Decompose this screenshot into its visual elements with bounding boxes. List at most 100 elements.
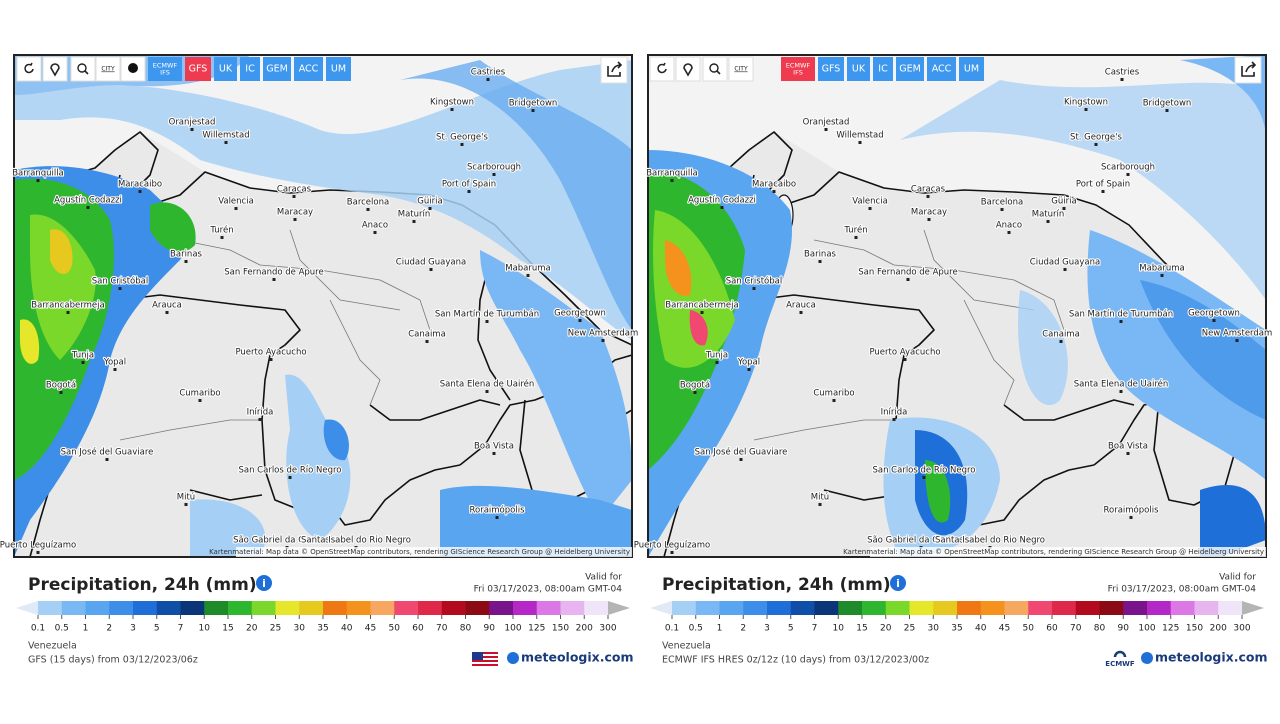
city-label: Barinas bbox=[804, 250, 836, 260]
city-label: Castries bbox=[471, 68, 506, 78]
model-button-label[interactable]: UM bbox=[331, 64, 346, 75]
model-button[interactable] bbox=[263, 57, 291, 81]
city-dot bbox=[739, 458, 743, 461]
brand-icon bbox=[507, 652, 519, 664]
city-label: Santa Isabel do Rio Negro bbox=[935, 536, 1045, 546]
scale-label: 200 bbox=[576, 624, 593, 634]
city-label: Inírida bbox=[881, 408, 908, 418]
toolbar-button[interactable] bbox=[70, 56, 96, 82]
info-button[interactable] bbox=[256, 575, 272, 591]
city-dot bbox=[715, 361, 719, 364]
model-button-label[interactable]: GFS bbox=[822, 64, 841, 75]
model-button-label[interactable]: IC bbox=[245, 64, 255, 75]
model-button-label[interactable]: ACC bbox=[932, 64, 952, 75]
model-button[interactable] bbox=[214, 57, 237, 81]
city-label: Mitú bbox=[177, 493, 195, 503]
toolbar-button[interactable] bbox=[702, 56, 728, 82]
model-button-label[interactable]: GEM bbox=[899, 64, 921, 75]
scale-label: 20 bbox=[880, 624, 892, 634]
city-dot bbox=[824, 128, 828, 131]
city-toggle[interactable]: CITY bbox=[101, 66, 115, 73]
model-button[interactable] bbox=[959, 57, 984, 81]
dot-icon bbox=[128, 63, 138, 73]
info-button[interactable] bbox=[890, 575, 906, 591]
model-button[interactable] bbox=[847, 57, 870, 81]
toolbar-button[interactable] bbox=[649, 56, 675, 82]
map-a[interactable] bbox=[14, 55, 632, 557]
city-dot bbox=[467, 190, 471, 193]
city-toggle[interactable]: CITY bbox=[734, 66, 748, 73]
city-label: Turén bbox=[843, 225, 867, 236]
city-label: Port of Spain bbox=[1076, 180, 1130, 190]
city-dot bbox=[220, 236, 224, 239]
model-button-label[interactable]: UM bbox=[964, 64, 979, 75]
model-button-label[interactable]: IC bbox=[878, 64, 888, 75]
valid-time: Fri 03/17/2023, 08:00am GMT-04 bbox=[474, 585, 623, 595]
toolbar-button[interactable] bbox=[728, 56, 754, 82]
flag-stripe bbox=[472, 664, 498, 666]
toolbar-button[interactable] bbox=[95, 56, 121, 82]
city-dot bbox=[234, 207, 238, 210]
city-label: Güiria bbox=[417, 197, 442, 207]
city-label: Barinas bbox=[170, 250, 202, 260]
scale-swatch bbox=[251, 601, 276, 615]
city-dot bbox=[1000, 208, 1004, 211]
info-icon: i bbox=[896, 577, 900, 590]
model-button-label[interactable]: ECMWF IFS bbox=[786, 62, 811, 77]
scale-swatch bbox=[1123, 601, 1148, 615]
model-button[interactable] bbox=[927, 57, 956, 81]
city-label: Bridgetown bbox=[1143, 99, 1192, 109]
scale-label: 70 bbox=[436, 624, 448, 634]
city-label: Cumaribo bbox=[179, 389, 220, 399]
model-button-label[interactable]: GEM bbox=[266, 64, 288, 75]
model-info: ECMWF IFS HRES 0z/12z (10 days) from 03/… bbox=[662, 655, 929, 666]
city-dot bbox=[198, 399, 202, 402]
city-dot bbox=[832, 399, 836, 402]
scale-label: 200 bbox=[1210, 624, 1227, 634]
scale-swatch bbox=[885, 601, 910, 615]
city-label: Santa Isabel do Rio Negro bbox=[301, 536, 411, 546]
model-button-label[interactable]: UK bbox=[219, 64, 233, 75]
scale-swatch bbox=[418, 601, 443, 615]
scale-swatch bbox=[489, 601, 514, 615]
model-button[interactable] bbox=[148, 57, 182, 81]
toolbar-button[interactable] bbox=[16, 56, 42, 82]
map-b[interactable] bbox=[648, 55, 1266, 557]
share-button[interactable] bbox=[1234, 56, 1262, 84]
city-label: Scarborough bbox=[467, 163, 521, 173]
model-button[interactable] bbox=[240, 57, 260, 81]
model-button[interactable] bbox=[294, 57, 323, 81]
model-button-label[interactable]: GFS bbox=[189, 64, 208, 75]
city-dot bbox=[495, 516, 499, 519]
toolbar-button[interactable] bbox=[42, 56, 68, 82]
model-button-label[interactable]: UK bbox=[852, 64, 866, 75]
model-button[interactable] bbox=[781, 57, 815, 81]
city-dot bbox=[670, 551, 674, 554]
city-dot bbox=[105, 458, 109, 461]
city-label: Caracas bbox=[277, 185, 312, 195]
scale-swatch bbox=[814, 601, 839, 615]
city-dot bbox=[799, 311, 803, 314]
model-button-label[interactable]: ECMWF IFS bbox=[153, 62, 178, 77]
model-button[interactable] bbox=[896, 57, 924, 81]
city-dot bbox=[752, 287, 756, 290]
model-button[interactable] bbox=[326, 57, 351, 81]
city-label: Güiria bbox=[1051, 197, 1076, 207]
flag-stripe bbox=[472, 660, 498, 662]
city-dot bbox=[1062, 207, 1066, 210]
model-button[interactable] bbox=[185, 57, 211, 81]
share-button[interactable] bbox=[600, 56, 628, 84]
reload-icon bbox=[24, 62, 34, 74]
scale-label: 45 bbox=[999, 624, 1010, 634]
attribution: Kartenmaterial: Map data © OpenStreetMap… bbox=[209, 548, 630, 556]
toolbar-button[interactable] bbox=[675, 56, 701, 82]
reload-icon bbox=[657, 62, 667, 74]
model-button-label[interactable]: ACC bbox=[299, 64, 319, 75]
scale-label: 1 bbox=[83, 624, 89, 634]
model-button[interactable] bbox=[818, 57, 844, 81]
city-dot bbox=[1007, 231, 1011, 234]
attribution-bg bbox=[236, 547, 632, 557]
valid-time: Fri 03/17/2023, 08:00am GMT-04 bbox=[1108, 585, 1257, 595]
model-button[interactable] bbox=[873, 57, 893, 81]
